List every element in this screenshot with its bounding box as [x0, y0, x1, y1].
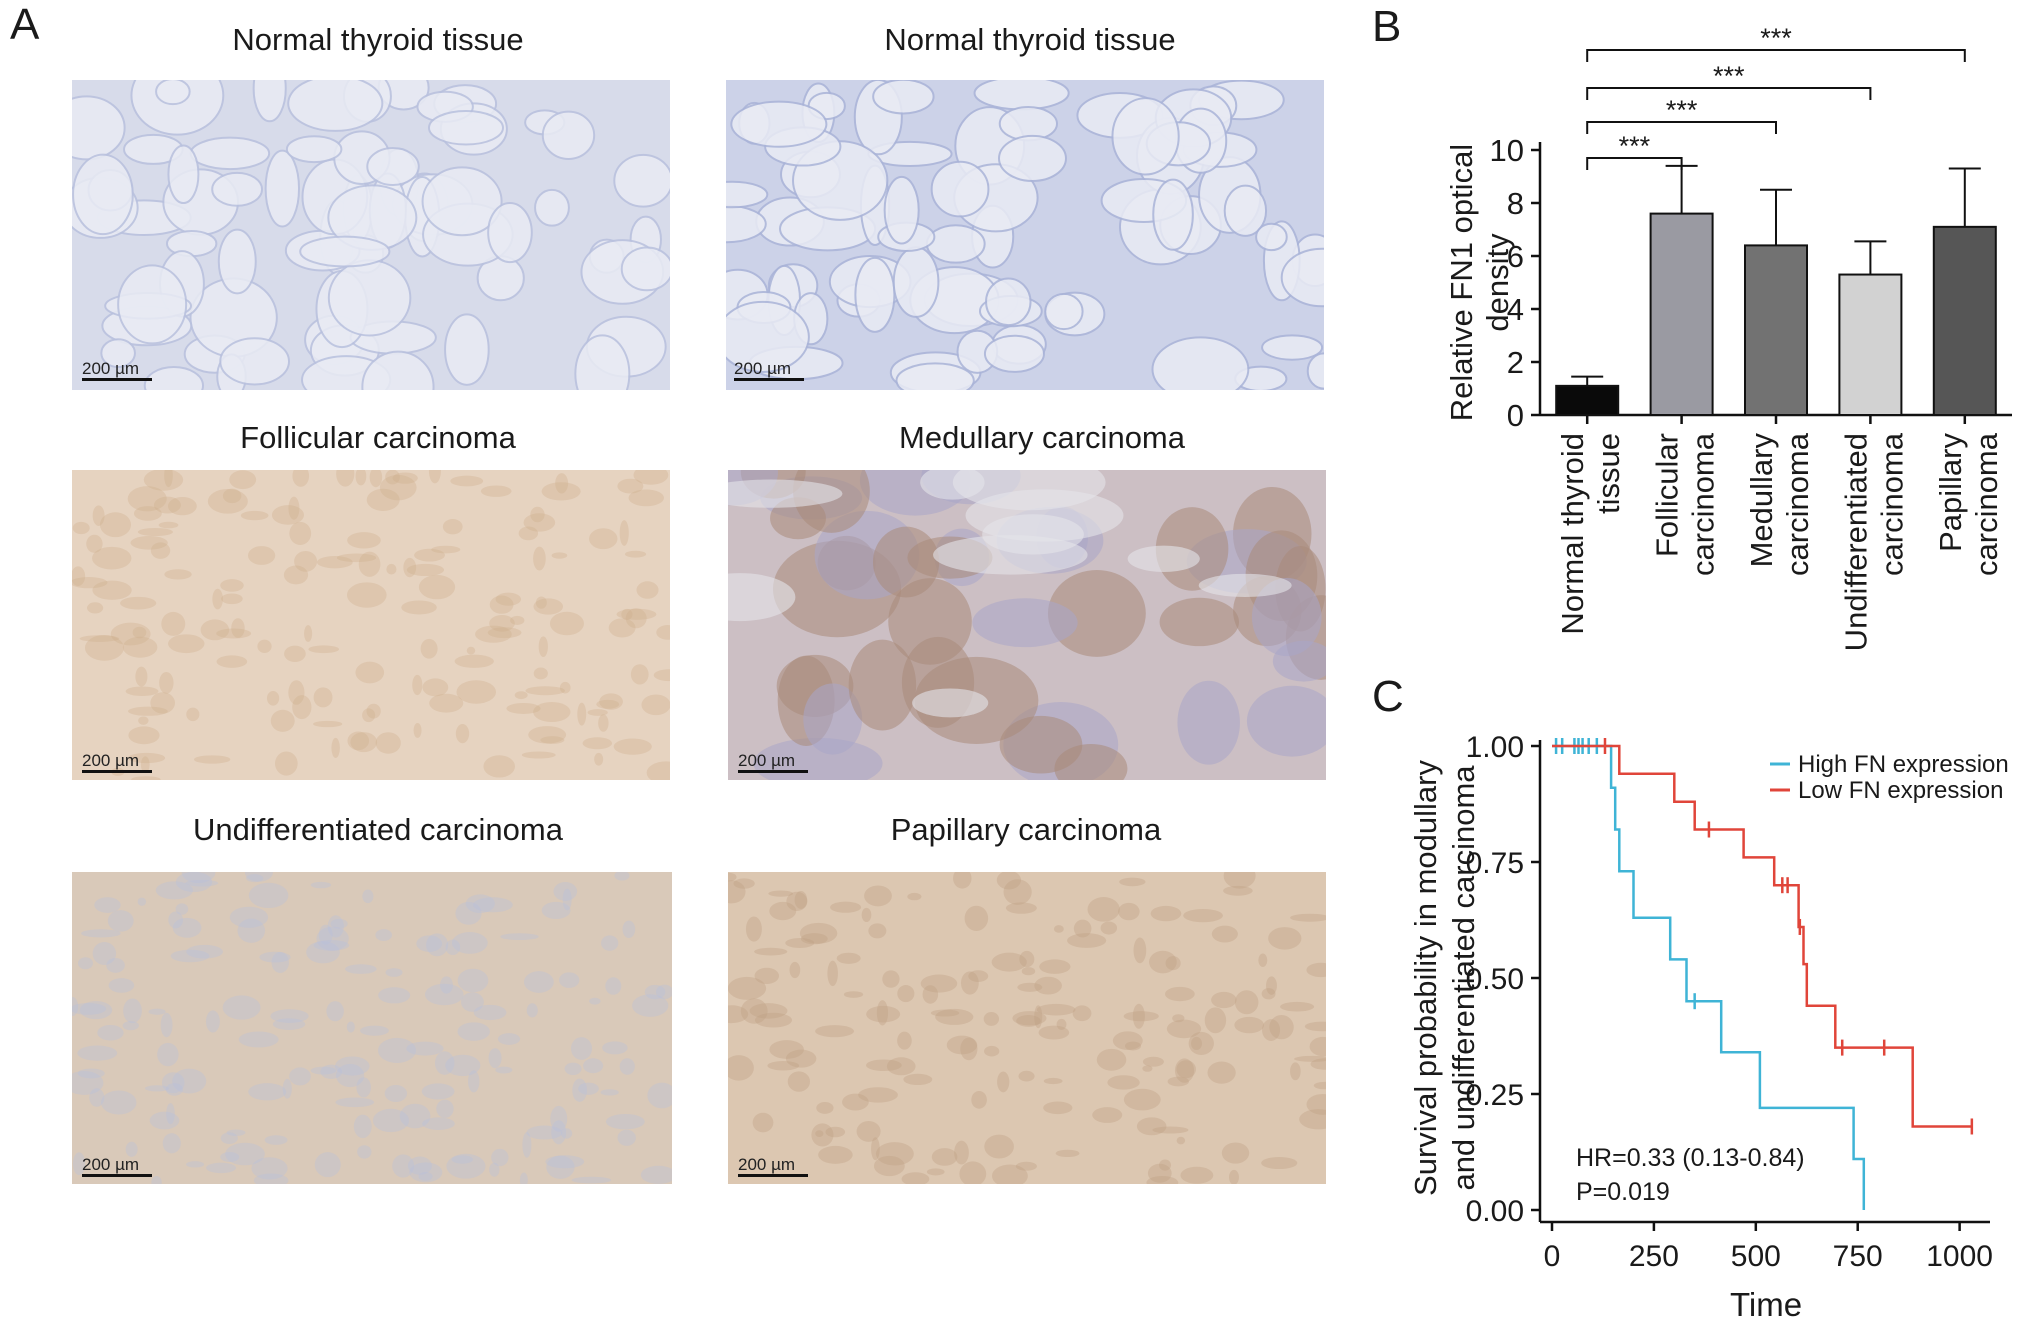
- micrograph-title-undifferentiated: Undifferentiated carcinoma: [193, 812, 563, 847]
- x-tick-label: 750: [1833, 1240, 1883, 1273]
- scale-bar-normal-1: 200 µm: [82, 360, 152, 381]
- x-tick-label: 1000: [1926, 1240, 1993, 1273]
- significance-bracket: [1586, 87, 1872, 100]
- x-tick-label: Papillary: [1933, 433, 1968, 552]
- y-axis-label: Survival probability in modullaryand und…: [1408, 760, 1481, 1196]
- micrograph-title-normal-1: Normal thyroid tissue: [232, 22, 524, 57]
- y-tick-label: 0.75: [1466, 847, 1524, 880]
- panel-label-c: C: [1372, 672, 1404, 721]
- scale-bar-label: 200 µm: [738, 751, 796, 770]
- y-tick-label: 4: [1507, 292, 1524, 327]
- tissue-texture: [728, 872, 1326, 1184]
- bar: [1838, 273, 1903, 416]
- bar: [1744, 244, 1808, 416]
- stat-annotation: HR=0.33 (0.13-0.84): [1576, 1144, 1805, 1172]
- survival-km-chart: 0.00 0.25 0.50 0.75 1.00 0 250 500 750 1000 Time Su…: [1408, 731, 2009, 1323]
- panel-label-b: B: [1372, 2, 1402, 51]
- stat-annotation: P=0.019: [1576, 1178, 1670, 1206]
- scale-bar-label: 200 µm: [82, 359, 140, 378]
- bar: [1932, 225, 1997, 416]
- x-tick-label: 250: [1629, 1240, 1679, 1273]
- micrograph-title-medullary: Medullary carcinoma: [899, 420, 1185, 455]
- x-tick-label: 500: [1731, 1240, 1781, 1273]
- tissue-background: [728, 872, 1326, 1184]
- y-tick-label: 0: [1507, 398, 1524, 433]
- scale-bar-medullary: 200 µm: [738, 752, 808, 773]
- x-tick-label: carcinoma: [1874, 432, 1909, 576]
- tissue-background: [72, 872, 672, 1184]
- significance-bracket: [1586, 157, 1683, 170]
- y-tick-label: 2: [1507, 345, 1524, 380]
- scale-bar-papillary: 200 µm: [738, 1156, 808, 1177]
- x-tick-label: Undifferentiated: [1838, 433, 1873, 651]
- tissue-texture: [72, 872, 672, 1184]
- micrograph-papillary: [728, 872, 1326, 1184]
- scale-bar-label: 200 µm: [82, 751, 140, 770]
- y-tick-label: 0.00: [1466, 1195, 1524, 1228]
- legend-label: Low FN expression: [1798, 777, 2003, 804]
- micrograph-title-normal-2: Normal thyroid tissue: [884, 22, 1176, 57]
- panel-label-a: A: [10, 0, 40, 49]
- y-tick-label: 0.25: [1466, 1079, 1524, 1112]
- micrograph-undifferentiated: [72, 872, 672, 1184]
- significance-label: ***: [1619, 131, 1651, 161]
- x-tick-label: carcinoma: [1780, 432, 1815, 576]
- bar: [1555, 384, 1620, 417]
- km-curve-high-fn: [1552, 744, 1866, 1210]
- micrograph-title-follicular: Follicular carcinoma: [240, 420, 516, 455]
- x-tick-label: Follicular: [1650, 433, 1685, 557]
- scale-bar-label: 200 µm: [734, 359, 792, 378]
- significance-label: ***: [1760, 23, 1792, 53]
- x-tick-label: 0: [1544, 1240, 1561, 1273]
- micrograph-title-papillary: Papillary carcinoma: [890, 812, 1162, 847]
- significance-label: ***: [1713, 61, 1745, 91]
- tissue-texture: [72, 470, 670, 780]
- significance-bracket: [1586, 49, 1966, 62]
- scale-bar-label: 200 µm: [738, 1155, 796, 1174]
- micrograph-medullary: [728, 470, 1326, 780]
- y-tick-label: 6: [1507, 239, 1524, 274]
- x-tick-label: carcinoma: [1969, 432, 2004, 576]
- scale-bar-label: 200 µm: [82, 1155, 140, 1174]
- tissue-background: [72, 470, 670, 780]
- x-axis-label: Time: [1730, 1286, 1802, 1323]
- scale-bar-normal-2: 200 µm: [734, 360, 804, 381]
- micrograph-follicular: [72, 470, 670, 780]
- bar: [1649, 212, 1714, 416]
- significance-bracket: [1586, 121, 1777, 134]
- y-axis-label: Relative FN1 opticaldensity: [1444, 144, 1515, 421]
- tissue-texture: [728, 470, 1326, 780]
- x-tick-label: carcinoma: [1686, 432, 1721, 576]
- legend-label: High FN expression: [1798, 751, 2009, 778]
- y-tick-label: 8: [1507, 186, 1524, 221]
- scale-bar-undifferentiated: 200 µm: [82, 1156, 152, 1177]
- tissue-texture: [726, 80, 1324, 390]
- significance-label: ***: [1666, 95, 1698, 125]
- tissue-texture: [72, 80, 670, 390]
- scale-bar-follicular: 200 µm: [82, 752, 152, 773]
- x-tick-label: Normal thyroid: [1555, 433, 1590, 635]
- micrograph-normal-2: [726, 80, 1324, 390]
- x-tick-label: tissue: [1591, 433, 1626, 514]
- x-tick-label: Medullary: [1744, 433, 1779, 568]
- micrograph-normal-1: [72, 80, 670, 390]
- y-tick-label: 10: [1490, 133, 1524, 168]
- y-tick-label: 0.50: [1466, 963, 1524, 996]
- y-tick-label: 1.00: [1466, 731, 1524, 764]
